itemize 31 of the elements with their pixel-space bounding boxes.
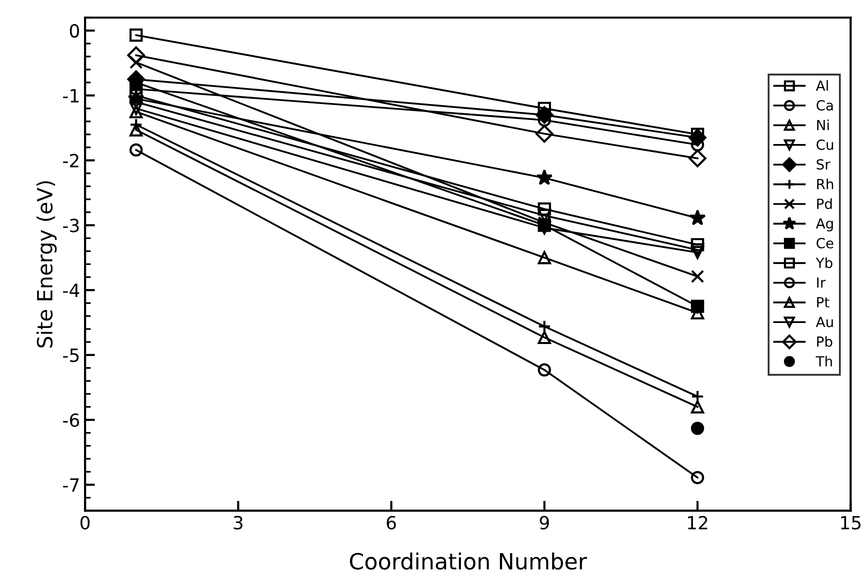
legend-label: Ce — [816, 238, 834, 248]
y-axis-title: Site Energy (eV) — [36, 181, 57, 348]
legend-label: Pt — [817, 297, 830, 308]
x-axis-title: Coordination Number — [350, 552, 588, 570]
x-tick-label: 6 — [386, 516, 396, 530]
x-tick-label: 9 — [540, 516, 549, 530]
y-tick-label: 0 — [70, 24, 80, 38]
y-tick-label: -5 — [63, 348, 79, 362]
y-tick-label: -2 — [63, 154, 78, 168]
legend-label: Pd — [817, 198, 832, 210]
x-tick-label: 3 — [234, 516, 242, 530]
legend-label: Rh — [817, 178, 834, 190]
y-tick-label: -4 — [63, 284, 80, 297]
legend-label: Al — [816, 80, 828, 91]
y-tick-label: -7 — [63, 478, 79, 492]
y-tick-label: -3 — [63, 218, 79, 232]
y-tick-label: -1 — [63, 89, 79, 102]
x-tick-label: 15 — [841, 516, 861, 530]
legend-label: Au — [816, 316, 833, 328]
legend-label: Ir — [817, 277, 826, 288]
legend-label: Ag — [816, 218, 833, 232]
x-tick-label: 12 — [688, 516, 708, 530]
legend-label: Ni — [817, 120, 829, 130]
y-tick-label: -6 — [63, 413, 80, 427]
legend-label: Sr — [816, 159, 830, 170]
legend-label: Th — [816, 356, 832, 366]
legend-label: Ca — [816, 100, 833, 111]
x-tick-label: 0 — [80, 516, 90, 530]
legend-label: Pb — [817, 336, 832, 347]
legend-label: Yb — [816, 257, 832, 268]
legend-label: Cu — [816, 139, 834, 150]
